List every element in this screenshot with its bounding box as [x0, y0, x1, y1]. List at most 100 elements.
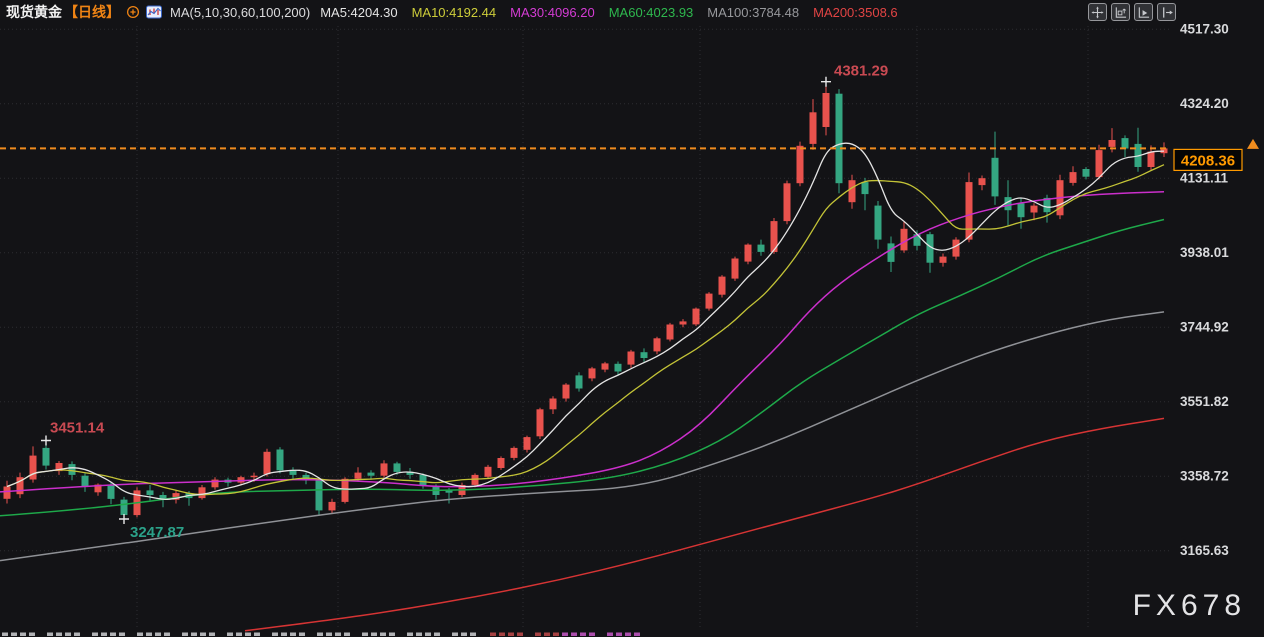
candle-body — [211, 479, 219, 488]
clipped-axis-text — [517, 632, 523, 636]
extreme-marker-icon — [821, 76, 831, 87]
timeframe-label: 【日线】 — [64, 4, 120, 20]
price-scale-icon[interactable] — [1111, 3, 1130, 21]
candle-body — [354, 472, 362, 479]
candle-body — [81, 475, 89, 487]
candle-body — [315, 480, 323, 511]
candle-body — [484, 466, 492, 477]
price-axis-label: 4517.30 — [1180, 22, 1229, 37]
clipped-axis-text — [236, 632, 242, 636]
clipped-axis-text — [571, 632, 577, 636]
ma-line-ma100 — [0, 311, 1165, 562]
candle-body — [692, 308, 700, 325]
candle-body — [731, 258, 739, 279]
candle-body — [1160, 148, 1168, 154]
clipped-axis-text — [389, 632, 395, 636]
clipped-axis-text — [227, 632, 233, 636]
clipped-axis-text — [200, 632, 206, 636]
clipped-axis-text — [209, 632, 215, 636]
candle-body — [900, 228, 908, 251]
last-price-badge — [1173, 148, 1243, 171]
candle-body — [887, 243, 895, 262]
clipped-axis-text — [461, 632, 467, 636]
candle-body — [1043, 197, 1051, 213]
price-axis-label: 3938.01 — [1180, 245, 1229, 260]
clipped-axis-text — [499, 632, 505, 636]
candle-body — [965, 182, 973, 240]
ma-legend-item: MA5:4204.30 — [320, 4, 398, 20]
candle-body — [445, 490, 453, 493]
candle-body — [744, 244, 752, 262]
clipped-axis-text — [290, 632, 296, 636]
clipped-axis-text — [146, 632, 152, 636]
chart-type-icon[interactable] — [146, 5, 162, 19]
ma-legend-item: MA30:4096.20 — [510, 4, 595, 20]
clipped-axis-text — [580, 632, 586, 636]
clipped-axis-text — [380, 632, 386, 636]
candle-body — [614, 363, 622, 372]
candle-body — [523, 437, 531, 450]
candle-body — [978, 178, 986, 186]
candle-body — [991, 157, 999, 197]
clipped-axis-text — [110, 632, 116, 636]
candle-body — [939, 256, 947, 263]
clipped-axis-text — [101, 632, 107, 636]
clipped-axis-text — [407, 632, 413, 636]
price-axis-label: 4324.20 — [1180, 96, 1229, 111]
price-axis-label: 3744.92 — [1180, 320, 1229, 335]
price-annotation: 3451.14 — [50, 420, 105, 437]
candle-body — [848, 180, 856, 203]
extreme-marker-icon — [41, 435, 51, 446]
candle-body — [68, 464, 76, 475]
price-axis-label: 3358.72 — [1180, 469, 1229, 484]
price-annotation: 3247.87 — [130, 524, 184, 541]
clipped-axis-text — [344, 632, 350, 636]
candle-body — [1147, 151, 1155, 167]
watermark: FX678 — [1132, 589, 1246, 622]
clipped-axis-text — [544, 632, 550, 636]
ma-line-ma5 — [6, 142, 1165, 501]
ma-line-ma30 — [0, 190, 1165, 493]
price-axis-label: 3165.63 — [1180, 543, 1229, 558]
clipped-axis-text — [508, 632, 514, 636]
last-price-value: 4208.36 — [1181, 152, 1235, 169]
candle-body — [653, 338, 661, 352]
candle-body — [380, 463, 388, 476]
candle-body — [835, 93, 843, 184]
candle-body — [705, 293, 713, 309]
clipped-axis-text — [47, 632, 53, 636]
candle-body — [861, 182, 869, 195]
add-indicator-icon[interactable] — [126, 5, 140, 19]
candle-body — [770, 221, 778, 252]
candle-body — [666, 324, 674, 340]
ma-legend-item: MA200:3508.6 — [813, 4, 898, 20]
clipped-axis-text — [191, 632, 197, 636]
candle-body — [263, 451, 271, 475]
clipped-axis-text — [65, 632, 71, 636]
candle-body — [952, 239, 960, 257]
clipped-axis-text — [562, 632, 568, 636]
clipped-axis-text — [335, 632, 341, 636]
price-annotation: 4381.29 — [834, 63, 888, 80]
candle-body — [367, 472, 375, 476]
candle-body — [913, 234, 921, 246]
instrument-title: 现货黄金 — [6, 4, 62, 20]
candle-body — [172, 493, 180, 500]
candle-body — [796, 145, 804, 184]
candle-body — [198, 487, 206, 499]
go-to-latest-icon[interactable] — [1157, 3, 1176, 21]
clipped-axis-text — [553, 632, 559, 636]
candle-body — [926, 234, 934, 263]
clipped-axis-text — [634, 632, 640, 636]
move-chart-icon[interactable] — [1088, 3, 1107, 21]
time-scale-icon[interactable] — [1134, 3, 1153, 21]
candle-body — [822, 93, 830, 127]
candle-body — [120, 499, 128, 515]
candle-body — [874, 205, 882, 240]
candle-body — [757, 244, 765, 252]
candle-body — [250, 475, 258, 478]
clipped-axis-text — [299, 632, 305, 636]
candle-body — [679, 321, 687, 325]
